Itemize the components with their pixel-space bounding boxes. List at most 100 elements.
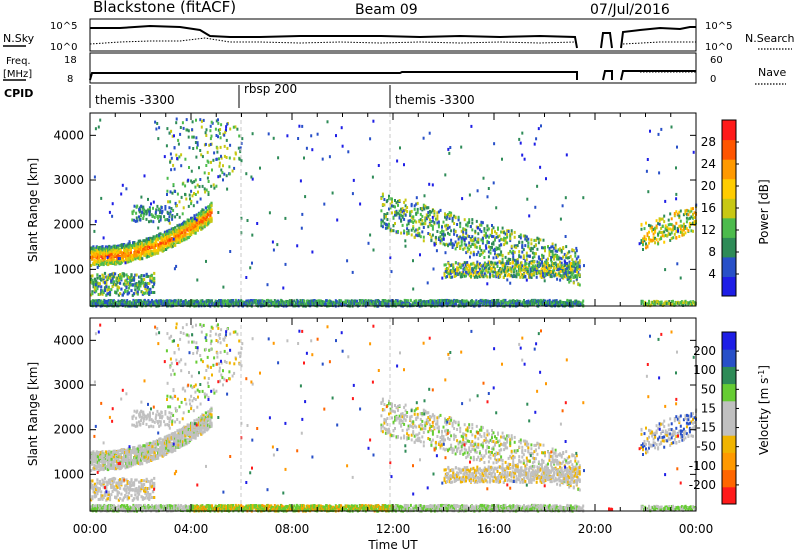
power-cell (187, 204, 190, 208)
power-cell (144, 247, 147, 251)
power-cell (681, 231, 684, 234)
power-cell (495, 256, 498, 259)
power-cell (178, 236, 181, 240)
power-cell (239, 146, 242, 150)
power-cell (141, 291, 144, 295)
power-cell (677, 301, 680, 305)
power-cell (530, 273, 533, 277)
power-cell (481, 239, 484, 243)
power-cell (168, 218, 171, 222)
power-cell (684, 226, 687, 230)
power-cell (150, 245, 153, 249)
power-cell (642, 243, 644, 247)
power-cell (672, 302, 674, 306)
power-cell (168, 221, 171, 225)
power-cell (410, 215, 413, 219)
power-cell (384, 215, 387, 219)
power-cell (495, 299, 498, 302)
power-cell (183, 222, 186, 226)
power-cell (465, 231, 468, 235)
power-cell (453, 271, 456, 275)
power-cell (577, 255, 580, 259)
power-cell (533, 245, 536, 249)
power-cell (146, 274, 149, 278)
power-cell (692, 207, 694, 211)
power-cell (190, 227, 193, 231)
power-cell (280, 303, 283, 307)
power-cell (180, 231, 184, 235)
power-cell (124, 283, 127, 287)
power-cell (480, 271, 483, 275)
power-cell (158, 248, 161, 252)
power-cell (569, 254, 572, 258)
power-cell (566, 273, 568, 277)
power-cell (400, 213, 403, 217)
power-cell (404, 198, 407, 202)
power-cell (157, 216, 159, 220)
power-cell (412, 227, 415, 231)
power-cell (187, 228, 190, 232)
power-cell (550, 249, 553, 253)
power-cell (463, 267, 466, 271)
power-cell (663, 301, 666, 305)
power-cell (538, 264, 541, 268)
power-cell (445, 301, 448, 305)
power-cell (145, 288, 148, 292)
power-cell (482, 275, 485, 279)
power-cell (192, 204, 195, 208)
power-cell (384, 226, 387, 230)
power-cell (217, 118, 219, 122)
power-cell (179, 132, 182, 136)
power-cell (210, 120, 213, 124)
power-cell (93, 286, 96, 290)
power-cell (108, 247, 111, 251)
power-cell (384, 222, 387, 226)
nsky-trace (90, 24, 696, 49)
power-cell (215, 184, 218, 188)
power-cell (652, 232, 655, 236)
power-cell (519, 255, 522, 259)
power-cell (449, 264, 452, 267)
power-cell (403, 163, 405, 167)
power-cell (550, 256, 553, 259)
power-cell (120, 253, 123, 257)
power-cell (169, 212, 172, 216)
power-cell (547, 245, 549, 249)
power-cell (159, 218, 162, 222)
power-cell (462, 247, 465, 251)
power-cell (473, 275, 476, 279)
power-cell (188, 230, 192, 234)
power-cell (544, 274, 547, 277)
power-cell (132, 244, 135, 248)
power-cell (352, 178, 355, 182)
power-cell (187, 303, 190, 307)
power-cell (536, 247, 539, 251)
power-cell (442, 299, 445, 303)
power-cell (181, 212, 184, 216)
power-cell (685, 227, 688, 231)
power-cell (448, 272, 451, 276)
power-cell (471, 267, 474, 271)
power-cell (497, 269, 500, 273)
power-cell (428, 210, 431, 213)
power-cell (565, 255, 568, 259)
power-cell (238, 157, 241, 161)
power-cell (350, 299, 353, 303)
power-cell (444, 224, 446, 228)
power-cell (436, 214, 439, 218)
power-cell (395, 230, 398, 234)
power-cell (161, 209, 164, 213)
power-cell (531, 266, 534, 270)
power-cell (531, 251, 534, 255)
power-cell (103, 289, 107, 293)
power-cell (669, 222, 672, 226)
power-cell (388, 207, 390, 211)
power-cell (201, 184, 204, 188)
power-cell (172, 208, 175, 212)
power-cell (568, 280, 571, 284)
power-cell (685, 212, 688, 216)
power-cell (447, 299, 450, 303)
power-cell (119, 281, 122, 285)
power-cell (512, 252, 515, 255)
power-cell (112, 248, 115, 251)
